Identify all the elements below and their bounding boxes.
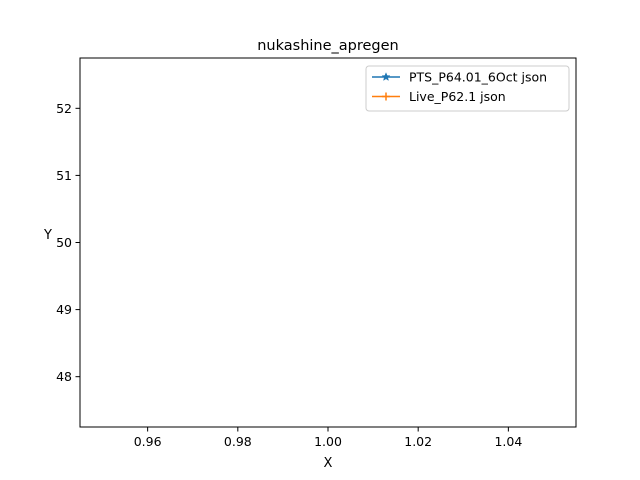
legend-label-1: Live_P62.1 json	[409, 89, 506, 104]
x-tick-label: 1.02	[404, 434, 432, 449]
y-tick-label: 52	[56, 101, 72, 116]
y-axis: 48 49 50 51 52	[56, 101, 80, 384]
x-tick-label: 1.00	[314, 434, 342, 449]
x-axis: 0.96 0.98 1.00 1.02 1.04	[134, 427, 522, 449]
y-tick-label: 50	[56, 235, 72, 250]
y-axis-label: Y	[43, 228, 52, 243]
legend: PTS_P64.01_6Oct json Live_P62.1 json	[365, 65, 570, 112]
x-tick-label: 0.96	[134, 434, 162, 449]
y-tick-label: 51	[56, 168, 72, 183]
chart-title: nukashine_apregen	[257, 38, 399, 54]
legend-label-0: PTS_P64.01_6Oct json	[409, 70, 547, 85]
legend-star-marker	[381, 72, 391, 81]
x-axis-label: X	[324, 456, 333, 471]
legend-box	[365, 65, 570, 112]
x-tick-label: 1.04	[494, 434, 522, 449]
x-tick-label: 0.98	[224, 434, 252, 449]
y-tick-label: 48	[56, 369, 72, 384]
y-tick-label: 49	[56, 302, 72, 317]
